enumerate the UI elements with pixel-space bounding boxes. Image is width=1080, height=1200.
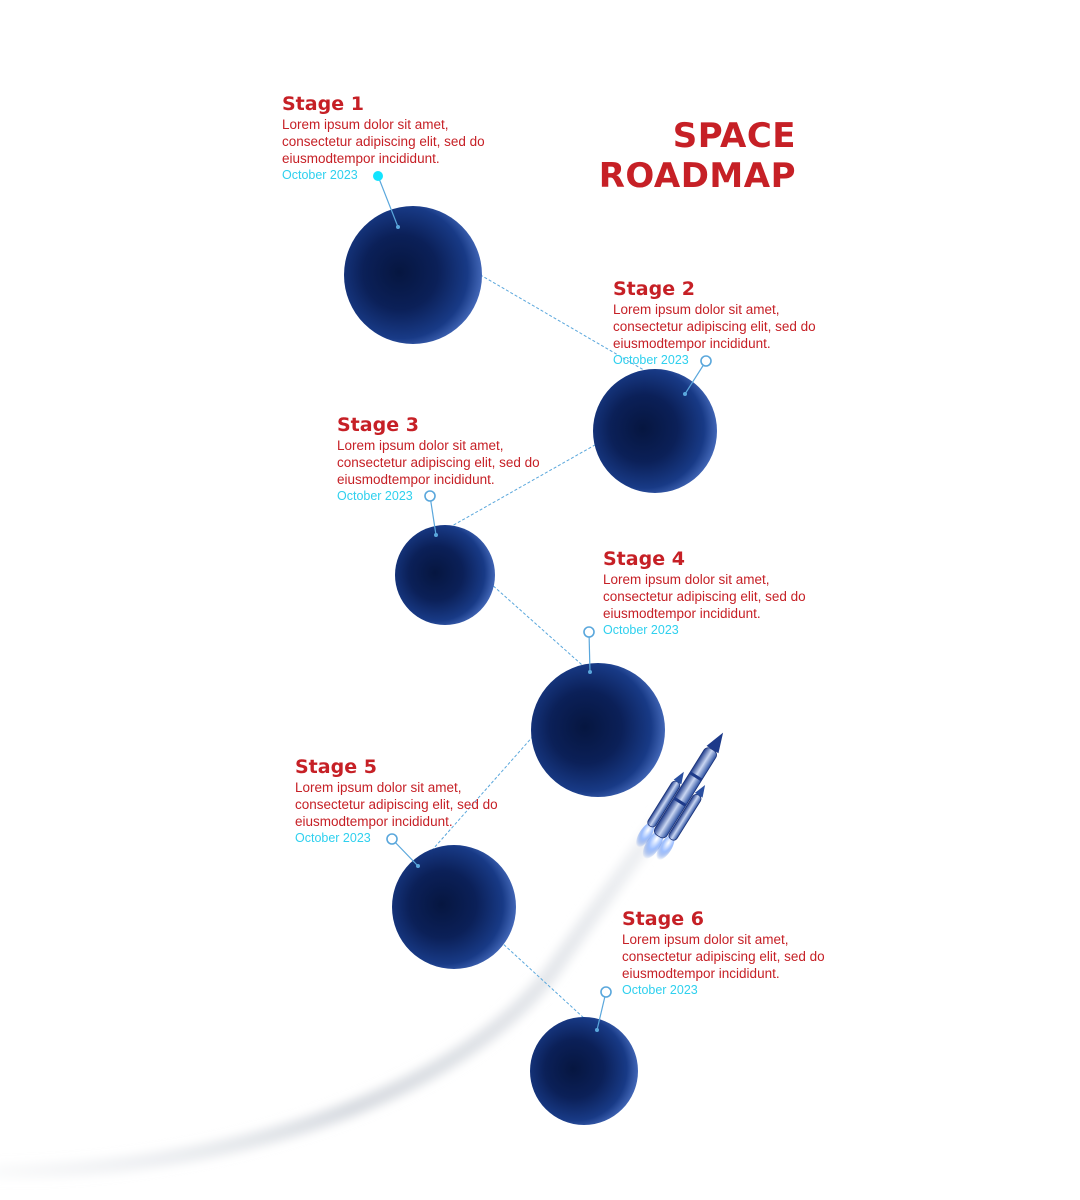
stage-title: Stage 3: [337, 414, 419, 436]
stage-description: Lorem ipsum dolor sit amet, consectetur …: [282, 117, 485, 166]
planet-1: [344, 206, 482, 344]
stage-4: Stage 4 Lorem ipsum dolor sit amet, cons…: [603, 548, 833, 638]
stage-title: Stage 4: [603, 548, 685, 570]
stage-date: October 2023: [337, 489, 413, 503]
rocket-icon: [636, 732, 724, 860]
stage-description: Lorem ipsum dolor sit amet, consectetur …: [622, 932, 825, 981]
stage-1: Stage 1 Lorem ipsum dolor sit amet, cons…: [282, 93, 512, 183]
stage-date: October 2023: [295, 831, 371, 845]
stage-title: Stage 1: [282, 93, 364, 115]
page-title: SPACE ROADMAP: [599, 116, 796, 196]
stage-description: Lorem ipsum dolor sit amet, consectetur …: [603, 572, 806, 621]
planet-3: [395, 525, 495, 625]
stage-6: Stage 6 Lorem ipsum dolor sit amet, cons…: [622, 908, 852, 998]
stage-date: October 2023: [282, 168, 358, 182]
stage-description: Lorem ipsum dolor sit amet, consectetur …: [337, 438, 540, 487]
stage-date: October 2023: [603, 623, 679, 637]
stage-date: October 2023: [613, 353, 689, 367]
stage-2: Stage 2 Lorem ipsum dolor sit amet, cons…: [613, 278, 843, 368]
stage-title: Stage 2: [613, 278, 695, 300]
dashed-path: [397, 226, 687, 1031]
date-marker-6: [600, 986, 612, 998]
planet-6: [530, 1017, 638, 1125]
planet-5: [392, 845, 516, 969]
stage-3: Stage 3 Lorem ipsum dolor sit amet, cons…: [337, 414, 567, 504]
title-line-2: ROADMAP: [598, 156, 796, 196]
stage-title: Stage 6: [622, 908, 704, 930]
date-marker-1: [373, 171, 383, 181]
stage-5: Stage 5 Lorem ipsum dolor sit amet, cons…: [295, 756, 525, 846]
date-marker-2: [700, 355, 712, 367]
date-marker-4: [583, 626, 595, 638]
stage-date: October 2023: [622, 983, 698, 997]
stage-description: Lorem ipsum dolor sit amet, consectetur …: [613, 302, 816, 351]
planet-2: [593, 369, 717, 493]
stage-title: Stage 5: [295, 756, 377, 778]
stage-description: Lorem ipsum dolor sit amet, consectetur …: [295, 780, 498, 829]
planet-4: [531, 663, 665, 797]
date-marker-5: [386, 833, 398, 845]
date-marker-3: [424, 490, 436, 502]
smoke-trail: [0, 812, 670, 1180]
title-line-1: SPACE: [672, 116, 796, 156]
